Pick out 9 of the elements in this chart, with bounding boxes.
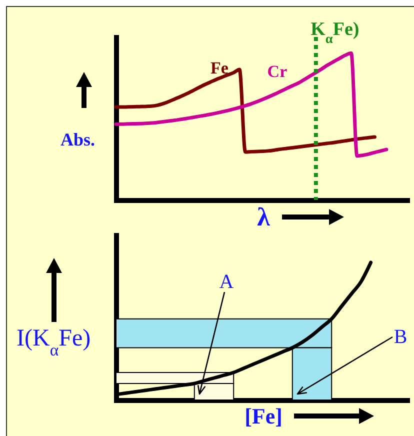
annotation: A <box>219 271 234 293</box>
y-axis-title: Abs. <box>60 130 96 150</box>
series-label: Fe <box>210 58 229 78</box>
series-label: Cr <box>267 62 288 82</box>
annotation: B <box>394 326 408 348</box>
y-axis-title: I(K$_{α}$Fe) <box>16 326 91 359</box>
text: K$_{α}$Fe) <box>310 19 360 46</box>
x-axis-title: λ <box>257 202 270 232</box>
x-axis-title: [Fe] <box>244 404 282 428</box>
